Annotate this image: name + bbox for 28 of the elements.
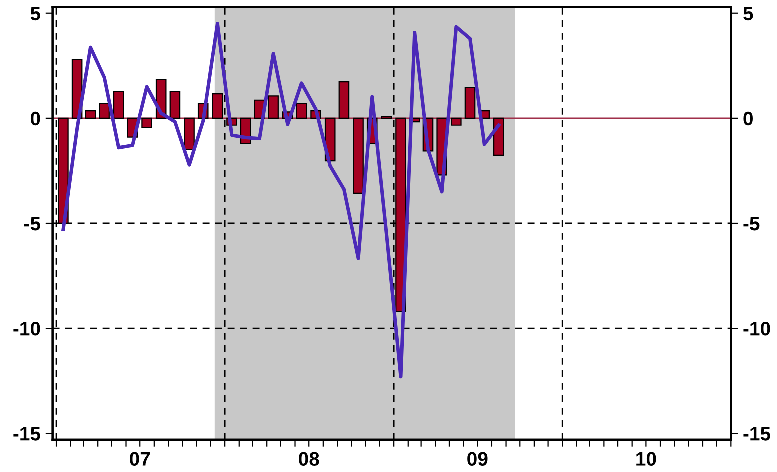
x-tick-label: 09 — [468, 452, 488, 466]
y2-tick-label: 5 — [744, 7, 754, 21]
bar — [99, 103, 110, 119]
bar — [170, 91, 181, 119]
bar — [353, 118, 364, 194]
bar — [338, 82, 350, 119]
y2-tick-label: -5 — [744, 217, 760, 231]
y-tick-label: 0 — [30, 112, 40, 126]
x-tick-label: 07 — [130, 452, 150, 466]
y-tick-label: -15 — [14, 427, 40, 441]
bar — [464, 87, 476, 119]
bar — [113, 91, 124, 119]
y-tick-label: -5 — [24, 217, 40, 231]
y2-tick-label: -15 — [744, 427, 771, 441]
bar — [142, 118, 152, 128]
y2-tick-label: -10 — [744, 322, 770, 336]
bar — [268, 96, 279, 119]
bar — [85, 110, 96, 119]
x-tick-label: 10 — [636, 452, 656, 466]
bar — [451, 118, 462, 126]
x-tick-label: 08 — [299, 452, 320, 466]
y-tick-label: -10 — [14, 322, 40, 336]
y-tick-label: 5 — [30, 7, 40, 21]
bar — [493, 118, 504, 156]
bar — [184, 118, 195, 150]
bar — [296, 103, 308, 119]
line-series — [62, 22, 501, 379]
y2-tick-label: 0 — [744, 112, 753, 126]
